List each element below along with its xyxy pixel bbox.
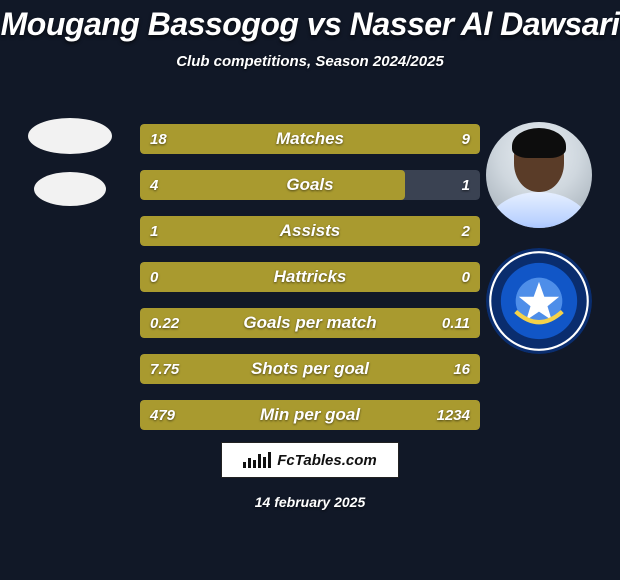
stat-label: Shots per goal [140,354,480,384]
player1-avatar-placeholder [28,118,112,154]
comparison-card: Mougang Bassogog vs Nasser Al Dawsari Cl… [0,0,620,580]
stat-label: Goals [140,170,480,200]
stat-label: Matches [140,124,480,154]
brand-bars-icon [243,452,271,468]
player2-jersey [486,192,592,228]
stat-row: 4791234Min per goal [140,400,480,430]
club-badge-icon [486,248,592,354]
stat-row: 00Hattricks [140,262,480,292]
date-text: 14 february 2025 [0,494,620,510]
player2-avatar [486,122,592,228]
brand-badge[interactable]: FcTables.com [221,442,399,478]
stat-row: 12Assists [140,216,480,246]
player2-club-badge [486,248,592,354]
player2-hair [512,128,566,158]
stat-row: 7.7516Shots per goal [140,354,480,384]
stat-label: Goals per match [140,308,480,338]
stat-row: 189Matches [140,124,480,154]
stat-row: 41Goals [140,170,480,200]
stat-label: Min per goal [140,400,480,430]
page-title: Mougang Bassogog vs Nasser Al Dawsari [0,6,620,43]
stat-row: 0.220.11Goals per match [140,308,480,338]
player1-club-placeholder [34,172,106,206]
stat-label: Hattricks [140,262,480,292]
stat-label: Assists [140,216,480,246]
subtitle: Club competitions, Season 2024/2025 [0,53,620,70]
brand-text: FcTables.com [277,452,376,469]
stats-list: 189Matches 41Goals 12Assists 00Hattricks 0.2… [140,124,480,446]
